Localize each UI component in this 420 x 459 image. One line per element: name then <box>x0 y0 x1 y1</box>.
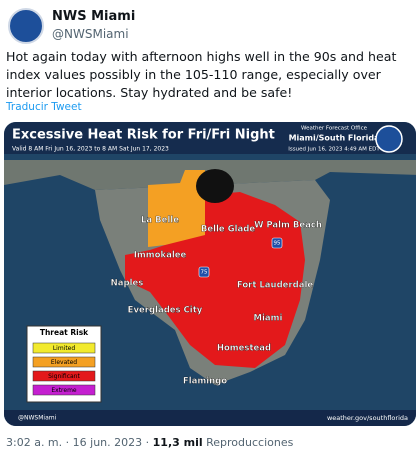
interstate-label: 75 <box>201 270 208 276</box>
legend-title: Threat Risk <box>40 328 89 337</box>
place-label: Flamingo <box>183 377 227 387</box>
legend-swatch <box>32 342 96 354</box>
time: 3:02 a. m. <box>6 436 63 449</box>
place-label: Naples <box>111 279 144 289</box>
map-issued: Issued Jun 16, 2023 4:49 AM EDT <box>288 147 380 153</box>
legend-label: Extreme <box>51 387 77 394</box>
interstate-label: 95 <box>274 241 281 247</box>
legend-label: Elevated <box>51 359 77 366</box>
legend-label: Limited <box>53 345 76 352</box>
views-label: Reproducciones <box>206 436 294 449</box>
account-handle[interactable]: @NWSMiami <box>52 27 129 41</box>
legend-label: Significant <box>48 373 80 380</box>
place-label: Belle Glade <box>201 225 256 235</box>
title-bar <box>4 122 416 154</box>
map-title: Excessive Heat Risk for Fri/Fri Night <box>12 128 275 143</box>
place-label: Immokalee <box>134 251 187 261</box>
place-label: Everglades City <box>128 306 203 316</box>
interstate-shield <box>198 266 210 278</box>
place-label: Fort Lauderdale <box>237 281 313 291</box>
place-label: W Palm Beach <box>254 221 322 231</box>
region-significant <box>125 192 305 368</box>
avatar[interactable] <box>8 8 44 44</box>
region-elevated <box>148 170 205 247</box>
interstate-shield <box>271 237 283 249</box>
tweet-text: Hot again today with afternoon highs wel… <box>6 49 397 100</box>
account-name[interactable]: NWS Miami <box>52 9 136 24</box>
map-office-name: Miami/South Florida <box>289 134 380 143</box>
views: 11,3 mil <box>152 436 203 449</box>
nws-logo <box>375 125 403 153</box>
legend-swatch <box>32 356 96 368</box>
map-valid: Valid 8 AM Fri Jun 16, 2023 to 8 AM Sat … <box>12 146 169 153</box>
legend-swatch <box>32 370 96 382</box>
footer-url: weather.gov/southflorida <box>327 414 408 422</box>
place-label: Miami <box>254 314 283 324</box>
translate-link[interactable]: Traducir Tweet <box>6 101 82 113</box>
place-label: Homestead <box>217 344 271 354</box>
lake-okeechobee <box>196 169 234 203</box>
legend-swatch <box>32 384 96 396</box>
tweet-meta: 3:02 a. m. · 16 jun. 2023 · 11,3 mil Rep… <box>6 436 294 449</box>
footer-bar <box>4 410 416 426</box>
footer-handle: @NWSMiami <box>18 415 57 422</box>
date: 16 jun. 2023 <box>72 436 143 449</box>
map-office: Weather Forecast Office <box>301 126 368 132</box>
place-label: La Belle <box>141 216 179 226</box>
